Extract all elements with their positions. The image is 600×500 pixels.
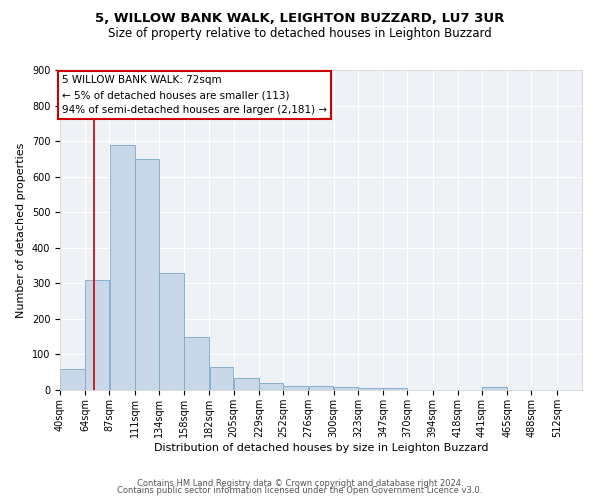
Text: 5, WILLOW BANK WALK, LEIGHTON BUZZARD, LU7 3UR: 5, WILLOW BANK WALK, LEIGHTON BUZZARD, L… bbox=[95, 12, 505, 26]
Bar bbox=[135, 159, 159, 390]
Bar bbox=[383, 388, 407, 390]
Bar bbox=[482, 387, 507, 390]
Bar bbox=[209, 367, 233, 390]
Bar bbox=[159, 272, 184, 390]
Text: Size of property relative to detached houses in Leighton Buzzard: Size of property relative to detached ho… bbox=[108, 28, 492, 40]
Text: Contains HM Land Registry data © Crown copyright and database right 2024.: Contains HM Land Registry data © Crown c… bbox=[137, 478, 463, 488]
Bar bbox=[259, 383, 283, 390]
Y-axis label: Number of detached properties: Number of detached properties bbox=[16, 142, 26, 318]
Text: 5 WILLOW BANK WALK: 72sqm
← 5% of detached houses are smaller (113)
94% of semi-: 5 WILLOW BANK WALK: 72sqm ← 5% of detach… bbox=[62, 76, 327, 115]
Bar bbox=[358, 388, 383, 390]
Bar bbox=[234, 378, 259, 390]
Bar bbox=[334, 387, 358, 390]
Bar bbox=[85, 280, 109, 390]
Bar bbox=[60, 368, 85, 390]
Bar bbox=[308, 386, 334, 390]
Bar bbox=[110, 144, 134, 390]
X-axis label: Distribution of detached houses by size in Leighton Buzzard: Distribution of detached houses by size … bbox=[154, 442, 488, 452]
Text: Contains public sector information licensed under the Open Government Licence v3: Contains public sector information licen… bbox=[118, 486, 482, 495]
Bar bbox=[184, 336, 209, 390]
Bar bbox=[283, 386, 308, 390]
